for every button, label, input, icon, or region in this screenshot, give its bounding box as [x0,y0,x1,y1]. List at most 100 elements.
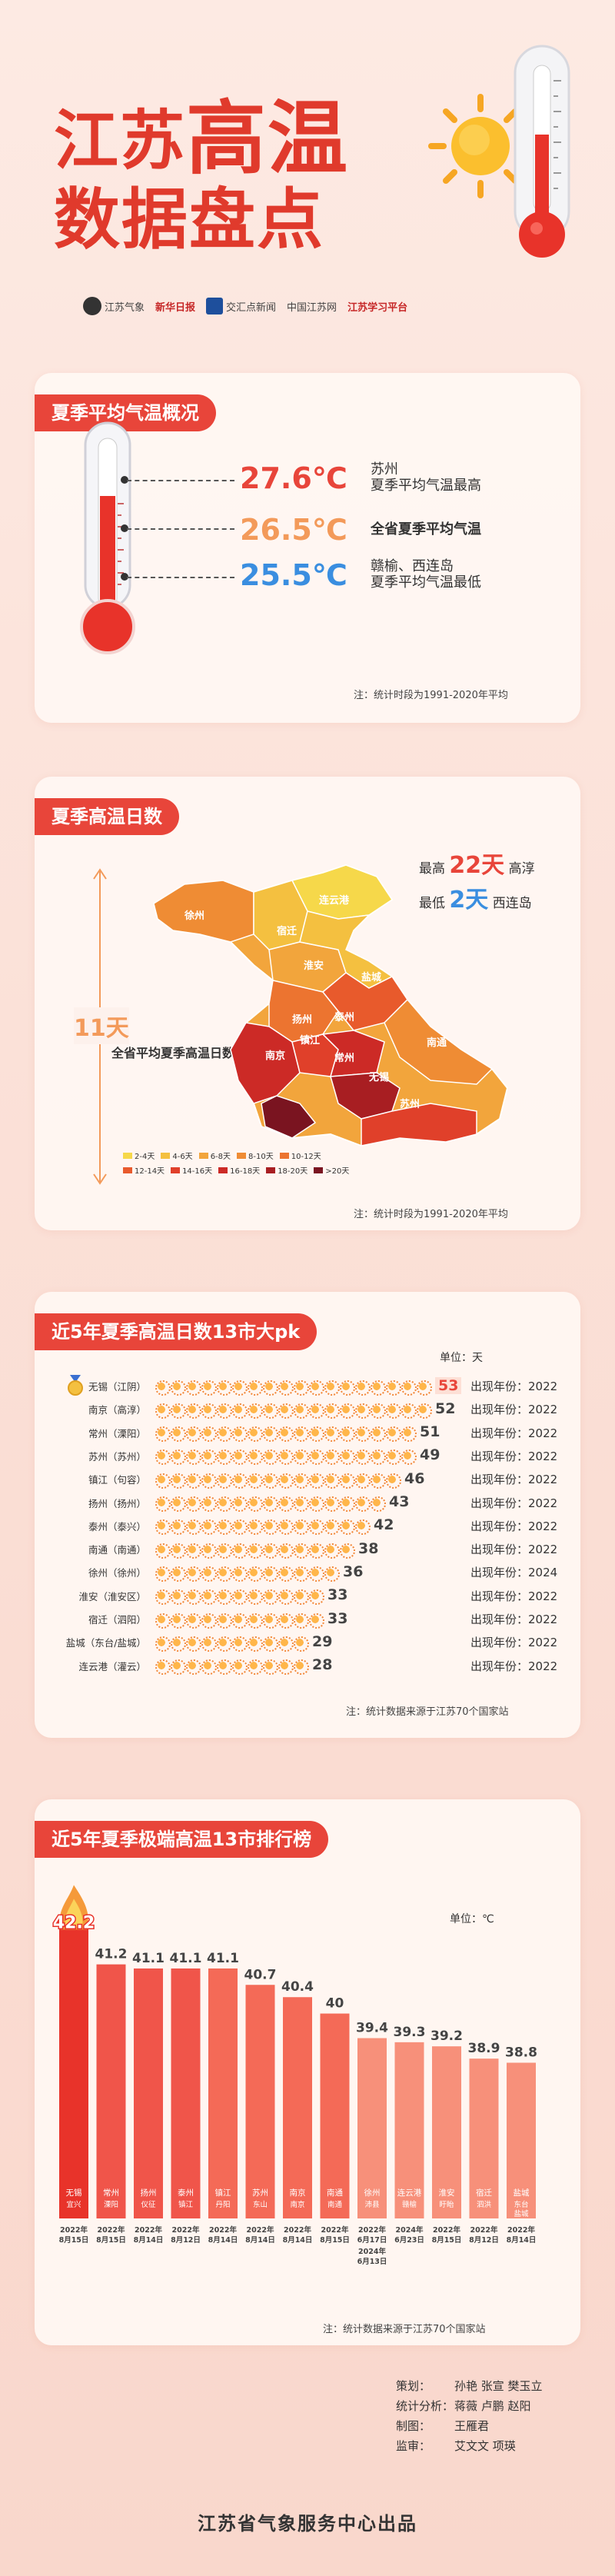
leader-dot [121,476,128,484]
bar-date-label: 8月14日 [245,2236,275,2245]
legend-swatch [123,1152,132,1159]
sun-icon [355,1403,371,1419]
bar-station-label: 南通 [327,2200,343,2209]
leader-dot [121,573,128,581]
sun-icon [248,1380,263,1396]
footnote: 注：统计时段为1991-2020年平均 [354,690,508,701]
sun-icon [340,1496,355,1512]
city-station: 南京（高淳） [88,1404,146,1416]
sun-icon [263,1566,278,1582]
sun-icon [155,1426,171,1443]
sun-icon [186,1496,201,1512]
sun-icon [386,1426,401,1443]
temp-row-avg: 26.5℃ 全省夏季平均气温 [240,513,481,547]
temp-label: 赣榆、西连岛 夏季平均气温最低 [371,558,481,591]
map-label-huaian: 淮安 [303,960,324,972]
sun-icon [186,1426,201,1443]
days-value: 52 [435,1399,456,1417]
sun-icon [355,1449,371,1466]
bar-date-label: 2024年 [396,2225,424,2235]
sun-icon [401,1403,417,1419]
sun-icon [294,1426,309,1443]
section-tag: 夏季平均气温概况 [35,394,216,431]
sun-icon [386,1403,401,1419]
pk-row: 扬州（扬州） 43 出现年份：2022 [48,1492,570,1514]
sun-strip: 38 [155,1540,384,1559]
days-value: 29 [312,1632,333,1650]
sun-icon [186,1589,201,1606]
sun-icon [186,1380,201,1396]
sun-icon [201,1449,217,1466]
legend-swatch [314,1167,324,1173]
credit-row: 制图： 王雁君 [396,2419,490,2433]
bar-city-label: 连云港 [397,2188,422,2198]
sun-icon [324,1543,340,1559]
sun-icon [371,1403,386,1419]
sun-icon [232,1403,248,1419]
legend-item: 16-18天 [218,1164,260,1176]
bar-value-label: 42.2 [53,1913,95,1932]
pk-row: 盐城（东台/盐城） 29 出现年份：2022 [48,1631,570,1653]
sun-icon [294,1636,309,1652]
pk-row: 淮安（淮安区） 33 出现年份：2022 [48,1585,570,1607]
sun-icon [294,1612,309,1629]
bar-date-label: 2022年 [470,2225,498,2235]
logo-jiangsu-weather: 江苏气象 [83,297,145,315]
legend-label: 12-14天 [135,1167,165,1176]
sun-icon [171,1659,186,1676]
sun-icon [201,1380,217,1396]
bar-station-label: 宜兴 [66,2200,81,2209]
legend-item: 6-8天 [198,1150,231,1161]
sun-icon [155,1659,171,1676]
sun-icon [171,1449,186,1466]
sun-icon [371,1380,386,1396]
bar [283,1997,312,2218]
sun-icon [217,1519,232,1536]
city-station: 盐城（东台/盐城） [65,1637,146,1649]
sun-icon [217,1403,232,1419]
legend-label: 14-16天 [182,1167,213,1176]
sun-icon [278,1449,294,1466]
bar-date-label: 2022年 [358,2225,386,2235]
bar [245,1985,275,2218]
sun-icon [217,1543,232,1559]
sun-icon [171,1473,186,1489]
sun-icon [278,1496,294,1512]
sun-icon [155,1473,171,1489]
year-label: 出现年份：2022 [470,1496,558,1510]
map-label-zhenjiang: 镇江 [300,1034,320,1047]
bar-date-label: 8月15日 [96,2236,126,2245]
sun-icon [309,1496,324,1512]
sun-icon [201,1543,217,1559]
sun-icon [248,1636,263,1652]
sun-icon [186,1566,201,1582]
title-gaowen: 高温 [186,92,350,185]
sun-strip: 42 [155,1516,406,1536]
sun-icon [201,1636,217,1652]
sun-icon [217,1566,232,1582]
sun-strip: 33 [155,1610,358,1629]
sun-icon [155,1519,171,1536]
legend-swatch [266,1167,276,1173]
bar-station-label: 镇江 [178,2200,194,2209]
sun-icon [340,1426,355,1443]
sun-icon [386,1473,401,1489]
sun-icon [263,1403,278,1419]
bar [208,1968,238,2218]
sun-icon [417,1380,432,1396]
sun-icon [155,1449,171,1466]
sun-icon [248,1566,263,1582]
sun-strip: 28 [155,1656,332,1676]
pk-row: 宿迁（泗阳） 33 出现年份：2022 [48,1608,570,1630]
sun-icon [324,1566,340,1582]
city-station: 连云港（灌云） [78,1660,146,1672]
bar-value-label: 38.9 [468,2041,500,2056]
sun-icon [232,1496,248,1512]
leader-line [127,577,234,578]
sun-icon [294,1566,309,1582]
sun-icon [171,1496,186,1512]
sun-icon [171,1589,186,1606]
sun-icon [248,1659,263,1676]
bar-date-label: 8月14日 [507,2236,537,2245]
sun-icon [324,1496,340,1512]
